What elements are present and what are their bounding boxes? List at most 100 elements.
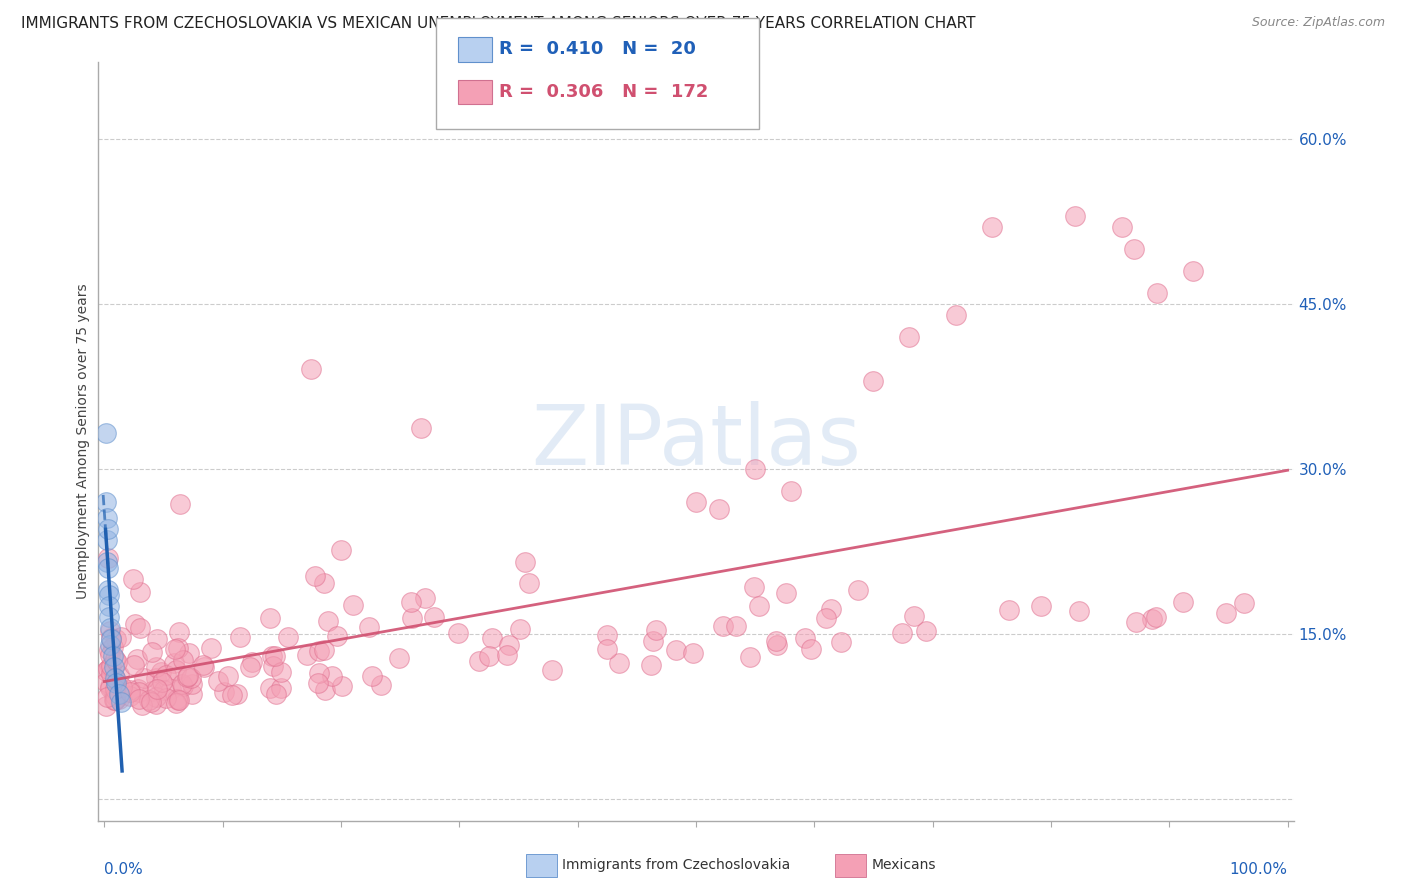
Point xyxy=(221,688,243,702)
Point xyxy=(742,580,765,594)
Point xyxy=(409,421,432,435)
Point xyxy=(815,611,838,625)
Point xyxy=(468,654,491,668)
Point xyxy=(145,660,167,674)
Point xyxy=(103,687,125,701)
Point xyxy=(1111,220,1133,235)
Point xyxy=(98,588,121,602)
Point xyxy=(172,653,194,667)
Point xyxy=(1144,610,1167,624)
Point xyxy=(97,523,120,537)
Point xyxy=(330,542,353,557)
Point xyxy=(103,660,125,674)
Point xyxy=(862,374,884,388)
Point xyxy=(107,680,129,694)
Text: 100.0%: 100.0% xyxy=(1230,863,1288,878)
Point xyxy=(165,696,187,710)
Point xyxy=(145,690,167,704)
Point xyxy=(127,681,149,696)
Point xyxy=(105,676,128,690)
Point xyxy=(165,664,187,678)
Point xyxy=(128,584,150,599)
Text: R =  0.306   N =  172: R = 0.306 N = 172 xyxy=(499,83,709,101)
Point xyxy=(104,693,127,707)
Point xyxy=(122,658,145,673)
Point xyxy=(155,691,177,706)
Point xyxy=(105,691,128,706)
Text: Immigrants from Czechoslovakia: Immigrants from Czechoslovakia xyxy=(562,858,790,872)
Point xyxy=(342,598,364,612)
Point xyxy=(120,684,142,698)
Point xyxy=(915,624,938,639)
Point xyxy=(108,682,131,697)
Point xyxy=(98,610,121,624)
Point xyxy=(163,656,186,670)
Point xyxy=(98,679,121,693)
Point xyxy=(1125,615,1147,630)
Point xyxy=(138,693,160,707)
Point xyxy=(945,308,967,322)
Point xyxy=(193,659,215,673)
Point xyxy=(107,687,129,701)
Point xyxy=(682,646,704,660)
Point xyxy=(108,667,131,681)
Point xyxy=(134,671,156,685)
Point xyxy=(146,681,169,696)
Point xyxy=(259,681,281,695)
Point xyxy=(517,575,540,590)
Point xyxy=(100,667,122,681)
Point xyxy=(259,610,281,624)
Point xyxy=(897,330,920,344)
Point xyxy=(163,642,186,657)
Point xyxy=(312,576,335,591)
Point xyxy=(1171,595,1194,609)
Point xyxy=(103,690,125,704)
Point xyxy=(496,648,519,663)
Point xyxy=(242,655,264,669)
Point xyxy=(110,630,132,644)
Point xyxy=(98,624,121,638)
Point xyxy=(160,682,183,697)
Point xyxy=(104,652,127,666)
Point xyxy=(262,658,284,673)
Point xyxy=(357,620,380,634)
Point xyxy=(96,533,118,548)
Text: IMMIGRANTS FROM CZECHOSLOVAKIA VS MEXICAN UNEMPLOYMENT AMONG SENIORS OVER 75 YEA: IMMIGRANTS FROM CZECHOSLOVAKIA VS MEXICA… xyxy=(21,16,976,31)
Point xyxy=(96,556,118,570)
Point xyxy=(399,594,422,608)
Point xyxy=(207,673,229,688)
Point xyxy=(299,362,322,376)
Point xyxy=(100,631,122,645)
Point xyxy=(141,645,163,659)
Point xyxy=(97,582,120,597)
Point xyxy=(100,659,122,673)
Point xyxy=(153,682,176,697)
Point xyxy=(370,678,392,692)
Point xyxy=(141,684,163,698)
Point xyxy=(97,561,120,575)
Point xyxy=(326,629,349,643)
Point xyxy=(643,634,665,648)
Point xyxy=(121,573,143,587)
Point xyxy=(191,658,214,673)
Text: Mexicans: Mexicans xyxy=(872,858,936,872)
Point xyxy=(304,569,326,583)
Point xyxy=(330,679,353,693)
Point xyxy=(94,675,117,690)
Point xyxy=(903,608,925,623)
Point xyxy=(1029,599,1052,613)
Text: 0.0%: 0.0% xyxy=(104,863,143,878)
Point xyxy=(104,671,127,685)
Point xyxy=(98,599,121,614)
Point xyxy=(120,683,142,698)
Point xyxy=(180,687,202,701)
Point xyxy=(145,697,167,711)
Point xyxy=(1146,286,1168,301)
Point xyxy=(277,630,299,644)
Point xyxy=(1181,264,1204,278)
Point xyxy=(150,675,173,690)
Point xyxy=(748,599,770,613)
Point xyxy=(607,656,630,670)
Point xyxy=(685,495,707,509)
Point xyxy=(98,660,121,674)
